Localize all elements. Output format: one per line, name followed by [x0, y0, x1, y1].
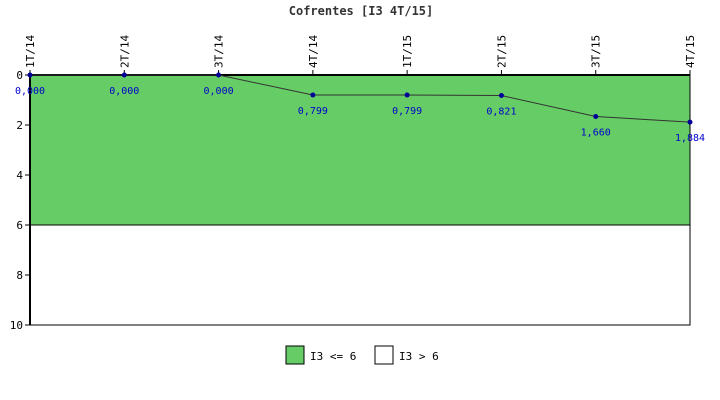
- y-tick-label: 2: [16, 119, 23, 132]
- data-point: [498, 93, 504, 99]
- x-tick-label: 1T/15: [401, 35, 414, 68]
- data-label: 0,799: [392, 106, 422, 117]
- y-tick-label: 8: [16, 269, 23, 282]
- data-point: [687, 119, 693, 125]
- legend-label-0: I3 <= 6: [310, 350, 356, 363]
- y-tick-label: 0: [16, 69, 23, 82]
- data-point: [593, 114, 599, 119]
- x-tick-label: 4T/14: [307, 35, 320, 68]
- data-point: [310, 92, 316, 98]
- x-tick-label: 3T/15: [590, 35, 603, 68]
- band-1: [29, 224, 691, 326]
- data-label: 1,660: [581, 128, 611, 139]
- y-tick-label: 6: [16, 219, 23, 232]
- x-tick-label: 1T/14: [24, 35, 37, 68]
- data-point: [121, 72, 127, 78]
- legend-swatch-1: [374, 345, 394, 365]
- data-point: [404, 92, 410, 98]
- x-tick-label: 2T/15: [495, 35, 508, 68]
- legend-label-1: I3 > 6: [399, 350, 439, 363]
- data-label: 0,000: [109, 86, 139, 97]
- chart-title: Cofrentes [I3 4T/15]: [289, 4, 434, 18]
- legend-swatch-0: [285, 345, 305, 365]
- y-tick-label: 10: [10, 319, 23, 332]
- x-tick-label: 3T/14: [213, 35, 226, 68]
- series-line: [30, 74, 691, 123]
- data-label: 0,799: [298, 106, 328, 117]
- data-label: 0,000: [204, 86, 234, 97]
- x-tick-label: 2T/14: [118, 35, 131, 68]
- data-point: [216, 72, 222, 78]
- x-tick-label: 4T/15: [684, 35, 697, 68]
- data-point: [27, 72, 33, 78]
- y-tick-label: 4: [16, 169, 23, 182]
- band-0: [29, 74, 691, 226]
- data-label: 0,000: [15, 86, 45, 97]
- data-label: 1,884: [675, 133, 705, 144]
- data-label: 0,821: [486, 107, 516, 118]
